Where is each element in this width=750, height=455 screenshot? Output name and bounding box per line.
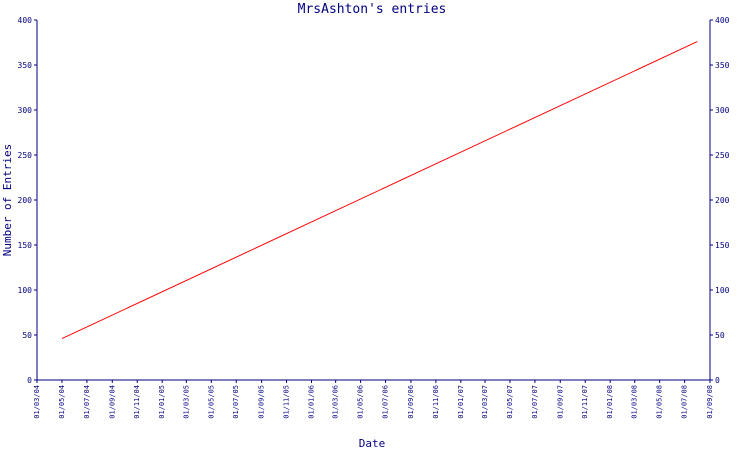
x-tick-label: 01/07/08 bbox=[681, 385, 689, 419]
x-tick-label: 01/03/04 bbox=[33, 385, 41, 419]
y-tick-label-right: 300 bbox=[715, 106, 730, 115]
x-tick-label: 01/01/08 bbox=[606, 385, 614, 419]
y-axis-label: Number of Entries bbox=[1, 144, 14, 257]
x-tick-label: 01/09/04 bbox=[108, 385, 116, 419]
chart-title: MrsAshton's entries bbox=[298, 2, 447, 17]
x-tick-label: 01/01/05 bbox=[158, 385, 166, 419]
x-axis: 01/03/04 01/05/04 01/07/04 01/09/04 01/11/04… bbox=[33, 380, 714, 419]
x-tick-label: 01/07/05 bbox=[232, 385, 240, 419]
x-tick-label: 01/03/08 bbox=[631, 385, 639, 419]
x-tick-label: 01/05/04 bbox=[58, 385, 66, 419]
x-tick-label: 01/03/07 bbox=[481, 385, 489, 419]
y-tick-label-left: 100 bbox=[18, 286, 33, 295]
x-tick-label: 01/11/04 bbox=[133, 385, 141, 419]
x-tick-label: 01/05/08 bbox=[656, 385, 664, 419]
x-tick-label: 01/05/07 bbox=[506, 385, 514, 419]
series-line-1 bbox=[61, 41, 698, 340]
y-tick-label-right: 250 bbox=[715, 151, 730, 160]
y-tick-label-left: 400 bbox=[18, 16, 33, 25]
y-tick-label-left: 150 bbox=[18, 241, 33, 250]
x-tick-label: 01/09/07 bbox=[556, 385, 564, 419]
x-tick-label: 01/09/08 bbox=[706, 385, 714, 419]
x-tick-label: 01/11/07 bbox=[581, 385, 589, 419]
axes bbox=[36, 20, 711, 381]
y-tick-label-left: 0 bbox=[27, 376, 32, 385]
x-tick-label: 01/07/07 bbox=[531, 385, 539, 419]
x-tick-label: 01/01/07 bbox=[457, 385, 465, 419]
y-axis-left: 0 50 100 150 200 250 300 350 400 bbox=[18, 16, 37, 385]
y-tick-label-left: 350 bbox=[18, 61, 33, 70]
y-tick-label-right: 50 bbox=[715, 331, 725, 340]
x-tick-label: 01/09/06 bbox=[407, 385, 415, 419]
y-tick-label-left: 250 bbox=[18, 151, 33, 160]
x-tick-label: 01/05/05 bbox=[207, 385, 215, 419]
y-tick-label-right: 400 bbox=[715, 16, 730, 25]
x-tick-label: 01/07/06 bbox=[382, 385, 390, 419]
y-tick-label-right: 100 bbox=[715, 286, 730, 295]
series-group bbox=[61, 41, 698, 340]
x-tick-label: 01/03/05 bbox=[182, 385, 190, 419]
y-tick-label-right: 350 bbox=[715, 61, 730, 70]
y-axis-right: 0 50 100 150 200 250 300 350 400 bbox=[710, 16, 730, 385]
x-axis-label: Date bbox=[359, 437, 386, 450]
x-tick-label: 01/05/06 bbox=[357, 385, 365, 419]
x-tick-label: 01/11/06 bbox=[432, 385, 440, 419]
x-tick-label: 01/03/06 bbox=[332, 385, 340, 419]
x-tick-label: 01/09/05 bbox=[258, 385, 266, 419]
x-tick-label: 01/01/06 bbox=[308, 385, 316, 419]
y-tick-label-right: 150 bbox=[715, 241, 730, 250]
y-tick-label-left: 300 bbox=[18, 106, 33, 115]
y-tick-label-left: 200 bbox=[18, 196, 33, 205]
y-tick-label-right: 200 bbox=[715, 196, 730, 205]
y-tick-label-left: 50 bbox=[22, 331, 32, 340]
x-tick-label: 01/11/05 bbox=[283, 385, 291, 419]
x-tick-label: 01/07/04 bbox=[83, 385, 91, 419]
y-tick-label-right: 0 bbox=[715, 376, 720, 385]
